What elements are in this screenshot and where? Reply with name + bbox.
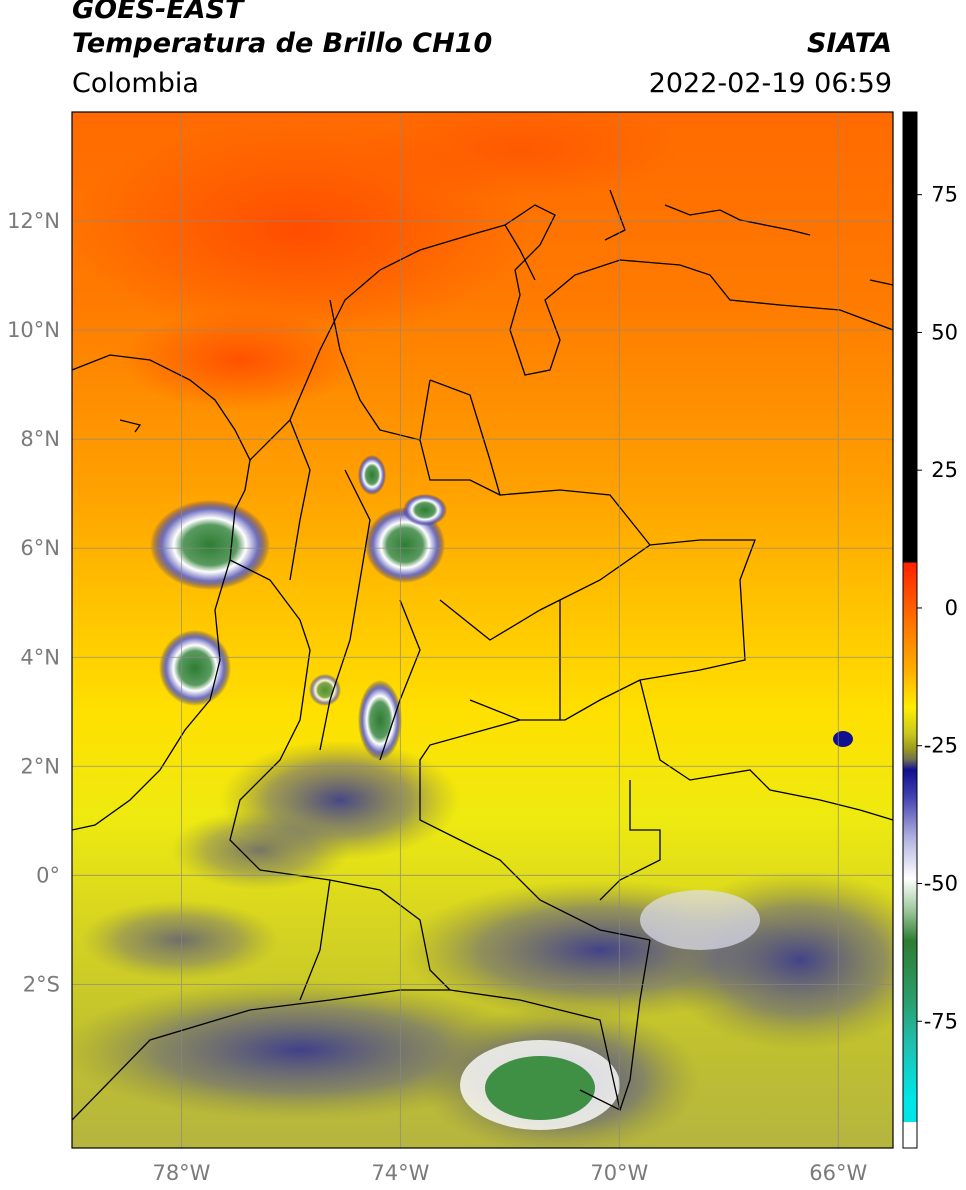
colorbar-tick-label: -50 <box>924 871 958 895</box>
colorbar-tick-label: -25 <box>924 734 958 758</box>
brightness-temperature-field <box>72 112 893 1148</box>
colorbar <box>902 111 918 1149</box>
colorbar-tick-label: 75 <box>931 183 958 207</box>
colorbar-tick-label: -75 <box>924 1009 958 1033</box>
graticule <box>72 112 893 1148</box>
colorbar-tick-label: 25 <box>931 458 958 482</box>
lat-tick-label: 12°N <box>7 209 60 233</box>
colorbar-tick-label: 0 <box>945 596 958 620</box>
lat-tick-label: 10°N <box>7 318 60 342</box>
lat-tick-label: 2°S <box>23 972 60 996</box>
lat-tick-label: 6°N <box>20 536 60 560</box>
datetime-label: 2022-02-19 06:59 <box>648 68 892 99</box>
organization-label: SIATA <box>806 28 892 59</box>
lon-tick-label: 78°W <box>152 1161 210 1185</box>
map-frame <box>71 111 894 1149</box>
lon-tick-label: 74°W <box>371 1161 429 1185</box>
region-label: Colombia <box>72 68 199 99</box>
satellite-title: GOES-EAST <box>72 0 244 25</box>
lat-tick-label: 4°N <box>20 645 60 669</box>
lon-tick-label: 66°W <box>809 1161 867 1185</box>
product-title: Temperatura de Brillo CH10 <box>72 28 493 59</box>
lat-tick-label: 0° <box>36 863 60 887</box>
lat-tick-label: 8°N <box>20 427 60 451</box>
colorbar-tick-label: 50 <box>931 320 958 344</box>
lon-tick-label: 70°W <box>590 1161 648 1185</box>
lat-tick-label: 2°N <box>20 754 60 778</box>
